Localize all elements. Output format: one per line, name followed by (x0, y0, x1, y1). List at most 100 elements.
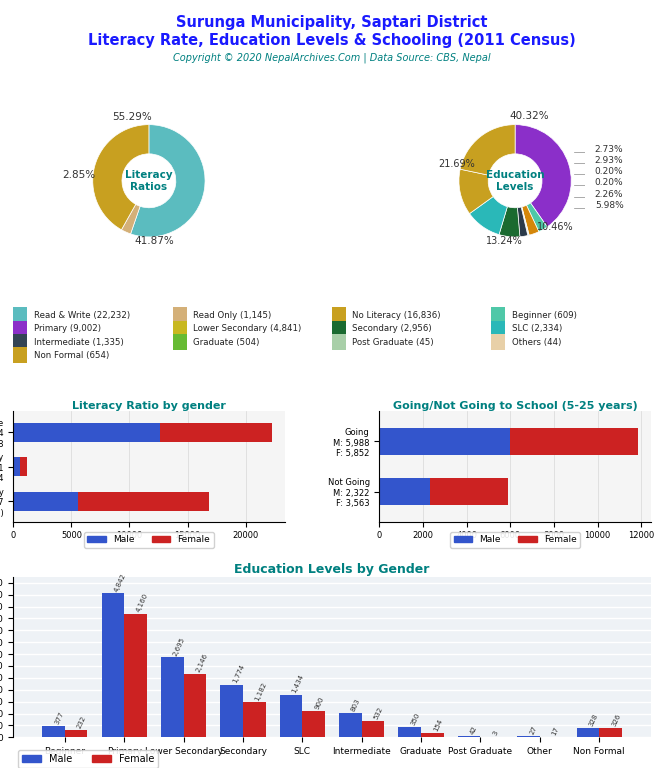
Text: 328: 328 (588, 712, 599, 727)
Bar (13, 422, 160, 442)
Text: 2,146: 2,146 (195, 652, 208, 673)
Wedge shape (469, 197, 507, 234)
Wedge shape (522, 205, 539, 235)
Bar (102, 594, 124, 737)
Text: Graduate (504): Graduate (504) (193, 338, 260, 346)
Bar (20, 457, 27, 476)
Wedge shape (521, 207, 529, 235)
Text: 0.20%: 0.20% (595, 178, 623, 187)
Bar (379, 428, 510, 455)
Text: Literacy
Ratios: Literacy Ratios (125, 170, 173, 191)
Bar (398, 727, 421, 737)
Wedge shape (499, 207, 520, 237)
Text: 1,434: 1,434 (291, 674, 305, 694)
Title: Literacy Ratio by gender: Literacy Ratio by gender (72, 401, 226, 411)
Text: Copyright © 2020 NepalArchives.Com | Data Source: CBS, Nepal: Copyright © 2020 NepalArchives.Com | Dat… (173, 52, 491, 63)
Text: 3: 3 (492, 730, 499, 737)
Bar (430, 478, 508, 505)
FancyBboxPatch shape (173, 307, 187, 323)
Wedge shape (521, 207, 529, 236)
Wedge shape (527, 203, 547, 232)
Wedge shape (517, 207, 528, 237)
Title: Education Levels by Gender: Education Levels by Gender (234, 563, 430, 576)
Bar (13, 492, 78, 511)
Bar (65, 730, 88, 737)
FancyBboxPatch shape (491, 321, 505, 336)
Bar (243, 702, 266, 737)
Text: 41.87%: 41.87% (135, 236, 175, 246)
Wedge shape (459, 169, 493, 214)
Bar (42, 726, 65, 737)
Text: Primary (9,002): Primary (9,002) (34, 324, 101, 333)
Text: Read & Write (22,232): Read & Write (22,232) (34, 311, 129, 319)
Bar (280, 695, 302, 737)
Text: 40.32%: 40.32% (509, 111, 549, 121)
Text: 326: 326 (610, 713, 622, 727)
Text: 803: 803 (351, 698, 362, 713)
Bar (576, 727, 599, 737)
FancyBboxPatch shape (13, 321, 27, 336)
Text: 0.20%: 0.20% (595, 167, 623, 176)
Text: 1,774: 1,774 (232, 664, 246, 684)
FancyBboxPatch shape (13, 307, 27, 323)
Text: 2,695: 2,695 (172, 636, 186, 657)
Bar (362, 721, 384, 737)
Text: Surunga Municipality, Saptari District: Surunga Municipality, Saptari District (176, 15, 488, 31)
Text: 900: 900 (313, 695, 325, 710)
Bar (183, 674, 206, 737)
Wedge shape (131, 124, 205, 237)
Bar (13, 457, 20, 476)
Legend: Male, Female: Male, Female (450, 532, 580, 548)
FancyBboxPatch shape (13, 334, 27, 350)
FancyBboxPatch shape (332, 334, 346, 350)
Text: 55.29%: 55.29% (112, 112, 152, 122)
Bar (339, 713, 362, 737)
Text: SLC (2,334): SLC (2,334) (512, 324, 562, 333)
Text: 27: 27 (529, 725, 538, 736)
Bar (302, 710, 325, 737)
Text: Others (44): Others (44) (512, 338, 561, 346)
FancyBboxPatch shape (13, 347, 27, 363)
Text: Non Formal (654): Non Formal (654) (34, 351, 109, 359)
FancyBboxPatch shape (491, 334, 505, 350)
FancyBboxPatch shape (332, 321, 346, 336)
Text: Beginner (609): Beginner (609) (512, 311, 576, 319)
Text: No Literacy (16,836): No Literacy (16,836) (353, 311, 441, 319)
Wedge shape (93, 124, 149, 230)
Text: 42: 42 (469, 725, 478, 736)
Text: 4,160: 4,160 (135, 592, 149, 613)
Bar (510, 428, 638, 455)
Wedge shape (122, 204, 140, 234)
Text: 2.93%: 2.93% (595, 156, 623, 165)
Bar (220, 684, 243, 737)
FancyBboxPatch shape (173, 334, 187, 350)
Text: 1,182: 1,182 (254, 680, 268, 702)
FancyBboxPatch shape (491, 307, 505, 323)
Text: Literacy Rate, Education Levels & Schooling (2011 Census): Literacy Rate, Education Levels & School… (88, 34, 576, 48)
Wedge shape (460, 124, 515, 175)
Text: 2.85%: 2.85% (62, 170, 95, 180)
Bar (161, 657, 183, 737)
Text: 532: 532 (373, 707, 384, 721)
Text: Secondary (2,956): Secondary (2,956) (353, 324, 432, 333)
Text: 21.69%: 21.69% (438, 159, 475, 169)
Legend: Male, Female: Male, Female (18, 750, 159, 768)
Bar (458, 736, 481, 737)
FancyBboxPatch shape (332, 307, 346, 323)
Text: Intermediate (1,335): Intermediate (1,335) (34, 338, 124, 346)
Text: 154: 154 (432, 717, 444, 732)
Text: 232: 232 (76, 715, 87, 730)
Text: 13.24%: 13.24% (485, 236, 523, 246)
Bar (124, 614, 147, 737)
Text: 17: 17 (551, 726, 560, 737)
Bar (379, 478, 430, 505)
Text: 2.26%: 2.26% (595, 190, 623, 198)
Title: Going/Not Going to School (5-25 years): Going/Not Going to School (5-25 years) (392, 401, 637, 411)
Bar (421, 733, 444, 737)
Bar (599, 727, 622, 737)
Text: 377: 377 (54, 710, 64, 726)
Text: 10.46%: 10.46% (537, 222, 574, 232)
Text: Read Only (1,145): Read Only (1,145) (193, 311, 272, 319)
Text: 4,842: 4,842 (113, 572, 127, 593)
FancyBboxPatch shape (173, 321, 187, 336)
